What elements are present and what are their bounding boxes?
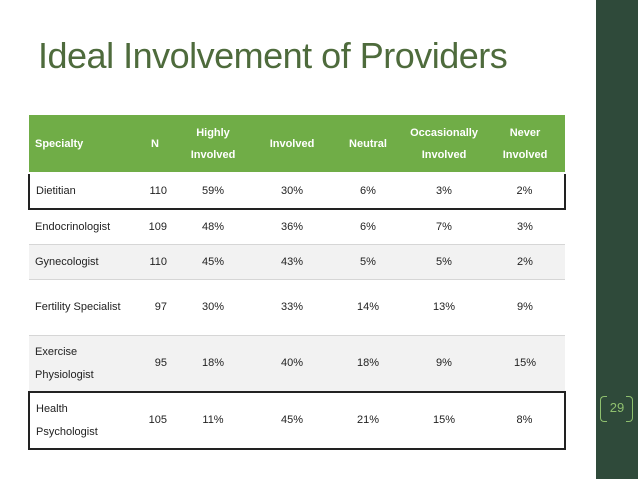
cell-never-involved: 2% [485, 172, 566, 210]
cell-neutral: 6% [333, 172, 403, 210]
cell-involved: 33% [251, 279, 333, 336]
header-neutral: Neutral [333, 115, 403, 174]
cell-occasionally-involved: 9% [403, 335, 485, 392]
cell-never-involved: 3% [485, 208, 565, 245]
page-number: 29 [609, 400, 625, 415]
cell-n: 110 [135, 244, 175, 280]
cell-n: 95 [135, 335, 175, 392]
involvement-table: Specialty N Highly Involved Involved Neu… [28, 115, 566, 450]
cell-neutral: 5% [333, 244, 403, 280]
cell-n: 109 [135, 208, 175, 245]
cell-occasionally-involved: 13% [403, 279, 485, 336]
cell-n: 110 [135, 172, 175, 210]
cell-specialty: Gynecologist [29, 244, 135, 280]
cell-n: 105 [135, 391, 175, 450]
cell-neutral: 18% [333, 335, 403, 392]
cell-specialty: Fertility Specialist [29, 279, 135, 336]
cell-specialty: Exercise Physiologist [29, 335, 135, 392]
header-never-involved: Never Involved [485, 115, 565, 174]
cell-involved: 43% [251, 244, 333, 280]
cell-highly-involved: 59% [175, 172, 251, 210]
cell-specialty: Health Psychologist [28, 391, 135, 450]
table-row: Gynecologist 110 45% 43% 5% 5% 2% [29, 244, 565, 280]
header-highly-involved: Highly Involved [175, 115, 251, 174]
table-row: Exercise Physiologist 95 18% 40% 18% 9% … [29, 335, 565, 392]
cell-involved: 40% [251, 335, 333, 392]
header-involved: Involved [251, 115, 333, 174]
cell-occasionally-involved: 7% [403, 208, 485, 245]
page-number-left-bracket [600, 396, 607, 422]
cell-highly-involved: 45% [175, 244, 251, 280]
cell-never-involved: 2% [485, 244, 565, 280]
table-row: Endocrinologist 109 48% 36% 6% 7% 3% [29, 208, 565, 245]
cell-n: 97 [135, 279, 175, 336]
cell-involved: 45% [251, 391, 333, 450]
cell-occasionally-involved: 15% [403, 391, 485, 450]
cell-neutral: 14% [333, 279, 403, 336]
cell-occasionally-involved: 5% [403, 244, 485, 280]
cell-highly-involved: 48% [175, 208, 251, 245]
table-row: Dietitian 110 59% 30% 6% 3% 2% [28, 172, 566, 210]
cell-specialty: Dietitian [28, 172, 135, 210]
table-row: Fertility Specialist 97 30% 33% 14% 13% … [29, 279, 565, 336]
cell-never-involved: 8% [485, 391, 566, 450]
cell-neutral: 6% [333, 208, 403, 245]
cell-never-involved: 9% [485, 279, 565, 336]
cell-involved: 36% [251, 208, 333, 245]
cell-highly-involved: 11% [175, 391, 251, 450]
cell-highly-involved: 30% [175, 279, 251, 336]
header-occasionally-involved: Occasionally Involved [403, 115, 485, 174]
header-specialty: Specialty [29, 115, 135, 174]
cell-occasionally-involved: 3% [403, 172, 485, 210]
cell-involved: 30% [251, 172, 333, 210]
slide-title: Ideal Involvement of Providers [38, 35, 508, 76]
cell-never-involved: 15% [485, 335, 565, 392]
cell-specialty: Endocrinologist [29, 208, 135, 245]
page-number-right-bracket [626, 396, 633, 422]
table-header-row: Specialty N Highly Involved Involved Neu… [29, 115, 565, 174]
table-row: Health Psychologist 105 11% 45% 21% 15% … [28, 391, 566, 450]
cell-highly-involved: 18% [175, 335, 251, 392]
header-n: N [135, 115, 175, 174]
cell-neutral: 21% [333, 391, 403, 450]
